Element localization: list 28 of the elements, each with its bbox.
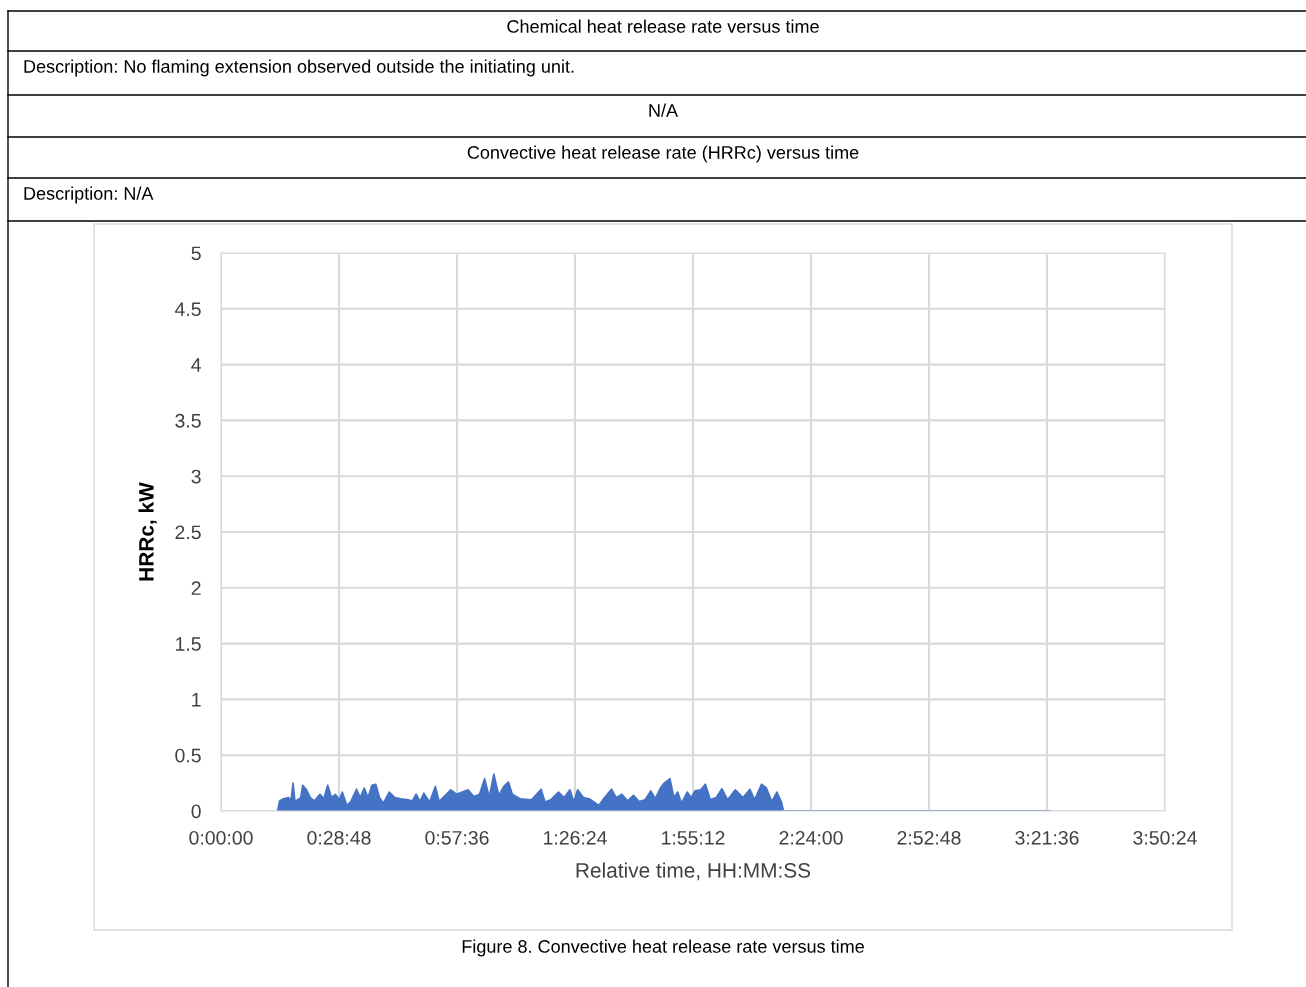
x-tick-label: 2:24:00 (779, 830, 843, 845)
text: Description: No flaming extension observed outside the initiating unit. (24, 59, 574, 77)
x-tick-label: 1:26:24 (544, 830, 607, 845)
x-tick-label: 0:28:48 (307, 830, 371, 845)
x-axis-title: Relative time, HH:MM:SS (576, 862, 811, 881)
text: N/A (649, 103, 679, 117)
y-tick-label: 3 (191, 469, 201, 484)
x-tick-label: 0:57:36 (425, 830, 489, 845)
y-tick-label: 5 (191, 246, 201, 261)
x-tick-label: 3:50:24 (1133, 830, 1197, 845)
y-tick-label: 1.5 (176, 637, 201, 651)
chart-subtitle: Description: N/A (24, 186, 154, 204)
y-tick-label: 4 (191, 358, 201, 372)
y-tick-label: 0 (191, 804, 201, 819)
x-tick-label: 0:00:00 (189, 830, 253, 845)
text: Chemical heat release rate versus time (507, 19, 819, 33)
x-tick-label: 2:52:48 (897, 830, 961, 845)
y-tick-label: 2 (191, 581, 201, 595)
caption: Figure 8. Convective heat release rate versus time (462, 939, 864, 957)
y-tick-label: 2.5 (175, 525, 201, 540)
y-tick-label: 4.5 (174, 302, 201, 317)
x-tick-label: 1:55:12 (662, 830, 725, 845)
y-axis-title: HRRc, kW (138, 482, 157, 581)
x-tick-label: 3:21:36 (1015, 830, 1079, 845)
chart-title: Convective heat release rate (HRRc) versus time (467, 145, 859, 163)
y-tick-label: 1 (192, 693, 201, 707)
y-tick-label: 3.5 (175, 413, 201, 428)
y-tick-label: 0.5 (175, 748, 201, 763)
